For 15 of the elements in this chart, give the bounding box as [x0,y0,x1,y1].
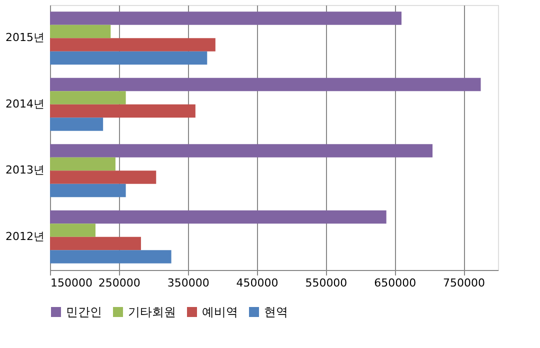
legend-label: 예비역 [202,305,238,319]
legend-label: 기타회원 [128,305,176,319]
x-tick-label: 250000 [98,276,140,290]
y-tick-label: 2015년 [6,31,44,44]
x-tick-label: 750000 [443,276,486,290]
x-tick-label: 550000 [305,276,348,290]
y-tick-label: 2014년 [6,97,44,110]
x-tick-label: 150000 [50,276,92,290]
x-tick-label: 650000 [374,276,416,290]
legend-label: 현역 [264,305,288,319]
y-tick-label: 2012년 [6,230,44,243]
y-tick-label: 2013년 [6,164,44,177]
x-tick-label: 450000 [236,276,278,290]
x-tick-label: 350000 [167,276,210,290]
legend-label: 민간인 [66,305,102,319]
